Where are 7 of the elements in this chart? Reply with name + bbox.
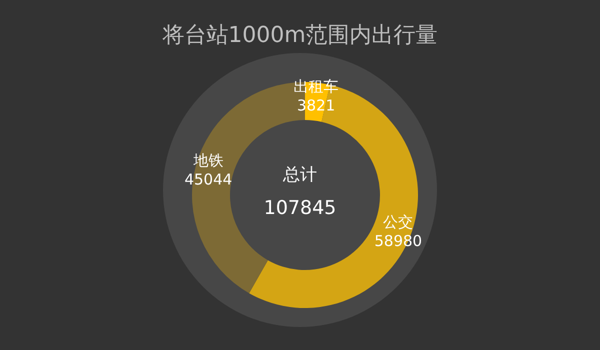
text: 总计 xyxy=(282,165,317,185)
slice-label: 公交 xyxy=(383,213,414,232)
chart-title: 将台站1000m范围内出行量 xyxy=(161,23,438,48)
data-label: 3821 xyxy=(297,96,336,115)
text: 107845 xyxy=(264,197,336,219)
data-label: 45044 xyxy=(184,170,232,188)
slice-label: 地铁 xyxy=(192,151,224,170)
